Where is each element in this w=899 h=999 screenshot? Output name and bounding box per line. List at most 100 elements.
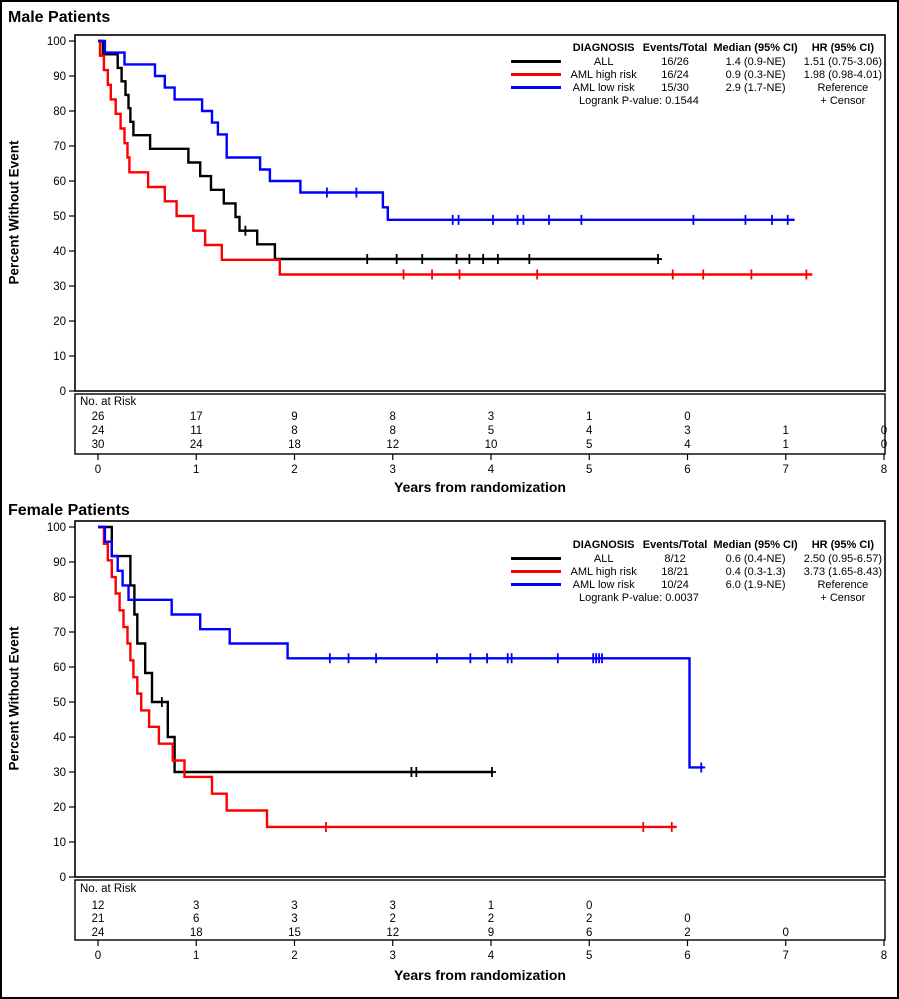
svg-text:7: 7: [783, 464, 789, 476]
svg-text:4: 4: [488, 464, 495, 476]
svg-text:1: 1: [783, 439, 789, 451]
legend-row-all: ALL 16/26 1.4 (0.9-NE) 1.51 (0.75-3.06): [508, 56, 885, 69]
svg-text:9: 9: [488, 927, 494, 939]
svg-text:12: 12: [386, 927, 399, 939]
legend-label: AML high risk: [570, 565, 637, 578]
legend-label: AML high risk: [570, 68, 637, 81]
legend-hr: 1.51 (0.75-3.06): [803, 55, 882, 68]
svg-text:0: 0: [881, 425, 887, 437]
legend-hr: Reference: [817, 578, 869, 591]
legend-header-row: DIAGNOSIS Events/Total Median (95% CI) H…: [508, 539, 885, 553]
svg-text:2: 2: [586, 913, 592, 925]
svg-text:4: 4: [684, 439, 691, 451]
svg-text:21: 21: [92, 913, 105, 925]
legend-events: 16/24: [661, 68, 689, 81]
legend-hr: 2.50 (0.95-6.57): [803, 552, 882, 565]
svg-text:3: 3: [390, 464, 396, 476]
legend-line-aml-low-icon: [510, 86, 561, 90]
svg-text:1: 1: [488, 900, 494, 912]
legend-label: ALL: [593, 552, 614, 565]
svg-text:18: 18: [288, 439, 301, 451]
legend-events: 10/24: [661, 578, 689, 591]
panel-title: Male Patients: [8, 9, 111, 26]
svg-text:6: 6: [684, 464, 690, 476]
svg-text:70: 70: [53, 627, 66, 639]
svg-text:3: 3: [684, 425, 690, 437]
legend-header-hr: HR (95% CI): [811, 539, 875, 551]
svg-text:2: 2: [684, 927, 690, 939]
svg-text:0: 0: [783, 927, 789, 939]
legend-label: AML low risk: [572, 81, 635, 94]
svg-text:3: 3: [193, 900, 199, 912]
legend-header-diagnosis: DIAGNOSIS: [572, 539, 635, 551]
legend-line-all-icon: [510, 557, 561, 561]
svg-text:30: 30: [92, 439, 105, 451]
legend-median: 6.0 (1.9-NE): [725, 578, 786, 591]
legend-header-events: Events/Total: [642, 42, 708, 54]
svg-text:50: 50: [53, 211, 66, 223]
legend-hr: 1.98 (0.98-4.01): [803, 68, 882, 81]
svg-text:40: 40: [53, 246, 66, 258]
svg-text:11: 11: [190, 425, 202, 437]
svg-text:3: 3: [390, 900, 396, 912]
svg-text:2: 2: [488, 913, 494, 925]
risk-table-label: No. at Risk: [80, 883, 137, 895]
svg-text:4: 4: [586, 425, 593, 437]
svg-text:5: 5: [586, 439, 592, 451]
svg-text:8: 8: [390, 425, 396, 437]
svg-text:0: 0: [586, 900, 592, 912]
legend-label: ALL: [593, 55, 614, 68]
legend-header-hr: HR (95% CI): [811, 42, 875, 54]
km-panel-male: Male Patients Percent Without Event 0 10 2…: [2, 2, 897, 499]
svg-text:0: 0: [95, 950, 101, 962]
legend-events: 16/26: [661, 55, 689, 68]
svg-text:1: 1: [193, 950, 199, 962]
svg-text:6: 6: [586, 927, 592, 939]
legend-median: 0.4 (0.3-1.3): [725, 565, 786, 578]
legend-row-aml-low: AML low risk 10/24 6.0 (1.9-NE) Referenc…: [508, 579, 885, 592]
x-axis-title: Years from randomization: [394, 479, 566, 495]
svg-text:8: 8: [390, 411, 396, 423]
svg-text:100: 100: [47, 522, 66, 534]
svg-text:0: 0: [60, 872, 66, 884]
svg-text:90: 90: [53, 557, 66, 569]
svg-text:20: 20: [53, 316, 66, 328]
svg-text:18: 18: [190, 927, 203, 939]
svg-text:1: 1: [586, 411, 592, 423]
legend-row-all: ALL 8/12 0.6 (0.4-NE) 2.50 (0.95-6.57): [508, 553, 885, 566]
logrank-pvalue: Logrank P-value: 0.1544: [579, 94, 699, 107]
legend-header-row: DIAGNOSIS Events/Total Median (95% CI) H…: [508, 42, 885, 56]
svg-text:6: 6: [684, 950, 690, 962]
svg-text:5: 5: [586, 950, 592, 962]
legend-footer-row: Logrank P-value: 0.0037 + Censor: [508, 592, 885, 605]
svg-text:90: 90: [53, 71, 66, 83]
svg-text:0: 0: [684, 913, 690, 925]
svg-text:1: 1: [193, 464, 199, 476]
svg-text:0: 0: [684, 411, 690, 423]
risk-table-label: No. at Risk: [80, 396, 137, 408]
svg-text:3: 3: [390, 950, 396, 962]
svg-text:30: 30: [53, 281, 66, 293]
legend-header-diagnosis: DIAGNOSIS: [572, 42, 635, 54]
svg-text:50: 50: [53, 697, 66, 709]
svg-text:8: 8: [291, 425, 297, 437]
legend-line-aml-high-icon: [510, 73, 561, 77]
svg-text:15: 15: [288, 927, 301, 939]
svg-text:60: 60: [53, 662, 66, 674]
legend-events: 8/12: [664, 552, 686, 565]
legend-row-aml-low: AML low risk 15/30 2.9 (1.7-NE) Referenc…: [508, 82, 885, 95]
legend-header-events: Events/Total: [642, 539, 708, 551]
censor-legend-label: + Censor: [820, 94, 866, 107]
svg-text:70: 70: [53, 141, 66, 153]
svg-text:1: 1: [783, 425, 789, 437]
legend-row-aml-high: AML high risk 18/21 0.4 (0.3-1.3) 3.73 (…: [508, 566, 885, 579]
svg-text:2: 2: [291, 950, 297, 962]
svg-text:2: 2: [291, 464, 297, 476]
logrank-pvalue: Logrank P-value: 0.0037: [579, 591, 699, 604]
svg-text:10: 10: [53, 837, 66, 849]
legend-median: 0.9 (0.3-NE): [725, 68, 786, 81]
svg-text:9: 9: [291, 411, 297, 423]
